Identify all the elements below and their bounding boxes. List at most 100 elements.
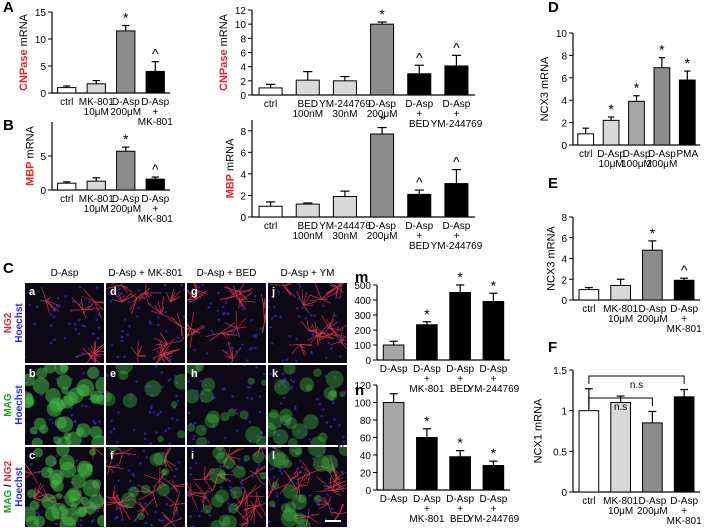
process: [109, 465, 118, 467]
process: [144, 287, 150, 294]
process: [298, 486, 302, 500]
process: [45, 296, 52, 302]
process: [82, 301, 95, 315]
nucleus: [208, 513, 211, 517]
process: [307, 473, 311, 485]
nucleus: [117, 479, 120, 482]
bar: [449, 292, 471, 361]
nucleus: [253, 294, 257, 298]
bar: [642, 249, 663, 301]
nucleus: [289, 387, 293, 391]
significance-mark: *: [123, 131, 129, 147]
process: [239, 300, 243, 307]
bar: [86, 83, 106, 94]
x-tick-label: +: [416, 231, 422, 242]
process: [332, 462, 334, 470]
nucleus: [329, 425, 333, 428]
process: [164, 459, 176, 467]
process: [295, 516, 309, 519]
process: [283, 285, 291, 295]
process: [334, 480, 341, 484]
process: [160, 475, 174, 487]
nucleus: [297, 430, 301, 433]
nucleus: [326, 493, 329, 496]
process: [326, 286, 338, 296]
bar: [116, 30, 136, 94]
micrograph-content: [25, 365, 104, 445]
nucleus: [56, 297, 60, 300]
y-tick-label: 4: [561, 96, 567, 107]
x-tick-label: ctrl: [60, 194, 73, 205]
mag-signal: [89, 448, 97, 456]
cell-letter: l: [272, 450, 275, 462]
nucleus: [67, 322, 71, 326]
process: [268, 490, 273, 498]
process: [260, 293, 264, 307]
y-tick-label: 0: [40, 89, 46, 100]
micrograph: k: [268, 365, 347, 445]
mag-signal: [118, 370, 129, 381]
x-tick-label: D-Asp: [380, 364, 408, 375]
process: [340, 341, 347, 346]
nucleus: [281, 382, 284, 385]
micrograph-content: [106, 283, 185, 363]
process: [298, 471, 307, 487]
mag-signal: [321, 454, 339, 472]
y-tick-label: 6: [561, 234, 567, 245]
row-label: MAGHoechst: [3, 385, 25, 425]
nucleus: [234, 490, 237, 494]
nucleus: [262, 482, 266, 486]
error-bar: [377, 126, 387, 135]
process: [160, 354, 165, 362]
nucleus: [70, 414, 74, 417]
nucleus: [231, 395, 234, 398]
nucleus: [107, 292, 111, 296]
nucleus: [88, 301, 91, 304]
process: [130, 346, 139, 356]
nucleus: [96, 336, 100, 340]
process: [109, 466, 124, 470]
process: [290, 469, 298, 481]
nucleus: [298, 506, 301, 510]
process: [228, 289, 240, 302]
bar: [416, 324, 438, 361]
mag-signal: [41, 466, 53, 479]
nucleus: [344, 390, 347, 394]
process: [340, 335, 347, 342]
micrograph-content: [187, 447, 266, 527]
nucleus: [175, 381, 179, 385]
process: [157, 301, 162, 315]
nucleus: [98, 420, 101, 423]
process: [308, 325, 313, 331]
y-tick-label: 6: [561, 74, 567, 85]
process: [236, 295, 243, 305]
x-tick-label: YM-244769: [468, 384, 520, 395]
nucleus: [127, 469, 131, 472]
significance-mark: ^: [453, 39, 460, 55]
y-tick-label: 6: [240, 49, 246, 60]
y-tick-label: 2: [561, 119, 567, 130]
process: [249, 470, 256, 474]
nucleus: [308, 437, 312, 441]
process: [302, 291, 308, 306]
process: [296, 472, 311, 481]
nucleus: [157, 323, 160, 327]
nucleus: [223, 387, 226, 391]
y-label-highlight: CNPase: [18, 49, 30, 91]
nucleus: [342, 440, 346, 444]
process: [300, 320, 309, 331]
x-tick-label: +: [681, 314, 687, 325]
micrograph-content: [25, 286, 104, 363]
x-tick-label: 100nM: [292, 109, 323, 120]
mag-signal: [56, 374, 72, 390]
nucleus: [288, 512, 292, 516]
process: [187, 493, 192, 497]
mag-signal: [144, 380, 162, 397]
nucleus: [276, 452, 280, 456]
process: [232, 347, 242, 360]
nucleus: [55, 454, 59, 458]
nucleus: [121, 518, 124, 521]
y-axis-label: NCX1 mRNA: [533, 398, 545, 463]
panel-label: A: [3, 0, 14, 16]
column-header: D-Asp + BED: [197, 268, 257, 279]
